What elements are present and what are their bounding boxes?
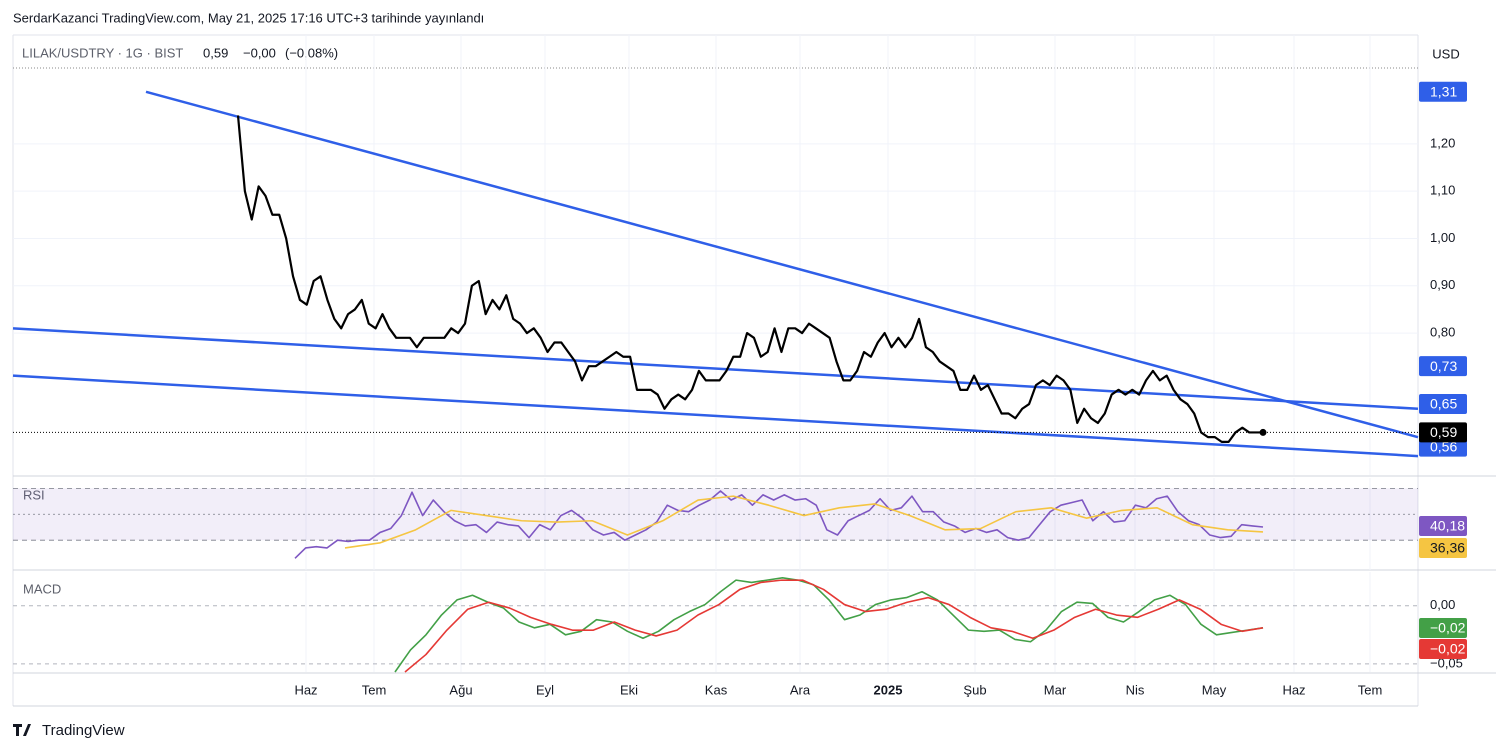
y-tick-label: −0,05 <box>1430 655 1463 670</box>
trend-line <box>145 90 1419 439</box>
y-tick-label: 1,00 <box>1430 230 1455 245</box>
badge-label: 0,65 <box>1430 396 1457 412</box>
trend-line <box>12 374 1419 458</box>
badge-label: 1,31 <box>1430 83 1457 99</box>
series-line <box>394 577 1264 673</box>
series-line <box>294 490 1264 559</box>
badge-label: 40,18 <box>1430 518 1465 534</box>
x-tick-label: Haz <box>1282 682 1305 697</box>
series-line <box>236 115 1263 443</box>
price-badge <box>1419 81 1467 102</box>
badge-label: 36,36 <box>1430 540 1465 556</box>
trend-line <box>12 327 1419 411</box>
change-pct: (−0,08%) <box>285 45 338 60</box>
badge-label: −0,02 <box>1430 641 1466 657</box>
change: −0,00 <box>243 45 276 60</box>
price-badge <box>1419 356 1467 377</box>
last-price: 0,59 <box>203 45 228 60</box>
price-badge <box>1419 538 1467 558</box>
tv-logo: TradingView <box>13 722 125 739</box>
x-tick-label: 2025 <box>874 682 903 697</box>
symbol: LILAK/USDTRY · 1G · BIST <box>22 45 183 60</box>
badge-label: 0,59 <box>1430 424 1457 440</box>
y-tick-label: 0,00 <box>1430 597 1455 612</box>
badge-label: −0,02 <box>1430 620 1466 636</box>
x-tick-label: Ağu <box>449 682 472 697</box>
series-line <box>404 579 1264 673</box>
y-tick-label: 0,90 <box>1430 277 1455 292</box>
x-tick-label: Eyl <box>536 682 554 697</box>
price-badge <box>1419 422 1467 443</box>
last-point <box>1259 428 1267 436</box>
x-tick-label: Şub <box>963 682 986 697</box>
x-tick-label: Kas <box>705 682 728 697</box>
brand: TradingView <box>42 722 125 739</box>
price-badge <box>1419 618 1467 638</box>
x-tick-label: Nis <box>1126 682 1145 697</box>
y-tick-label: 1,10 <box>1430 183 1455 198</box>
rsi-title: RSI <box>23 487 45 502</box>
macd-title: MACD <box>23 581 61 596</box>
x-tick-label: Tem <box>1358 682 1383 697</box>
y-tick-label: 0,80 <box>1430 325 1455 340</box>
x-tick-label: Haz <box>294 682 317 697</box>
price-badge <box>1419 516 1467 536</box>
x-tick-label: May <box>1202 682 1227 697</box>
x-tick-label: Tem <box>362 682 387 697</box>
x-tick-label: Ara <box>790 682 811 697</box>
x-tick-label: Mar <box>1044 682 1067 697</box>
series-line <box>344 495 1264 549</box>
price-badge <box>1419 639 1467 659</box>
badge-label: 0,73 <box>1430 358 1457 374</box>
y-tick-label: 1,20 <box>1430 135 1455 150</box>
x-tick-label: Eki <box>620 682 638 697</box>
currency[interactable]: USD <box>1432 46 1459 61</box>
publisher: SerdarKazanci TradingView.com, May 21, 2… <box>13 10 484 25</box>
price-badge <box>1419 394 1467 415</box>
